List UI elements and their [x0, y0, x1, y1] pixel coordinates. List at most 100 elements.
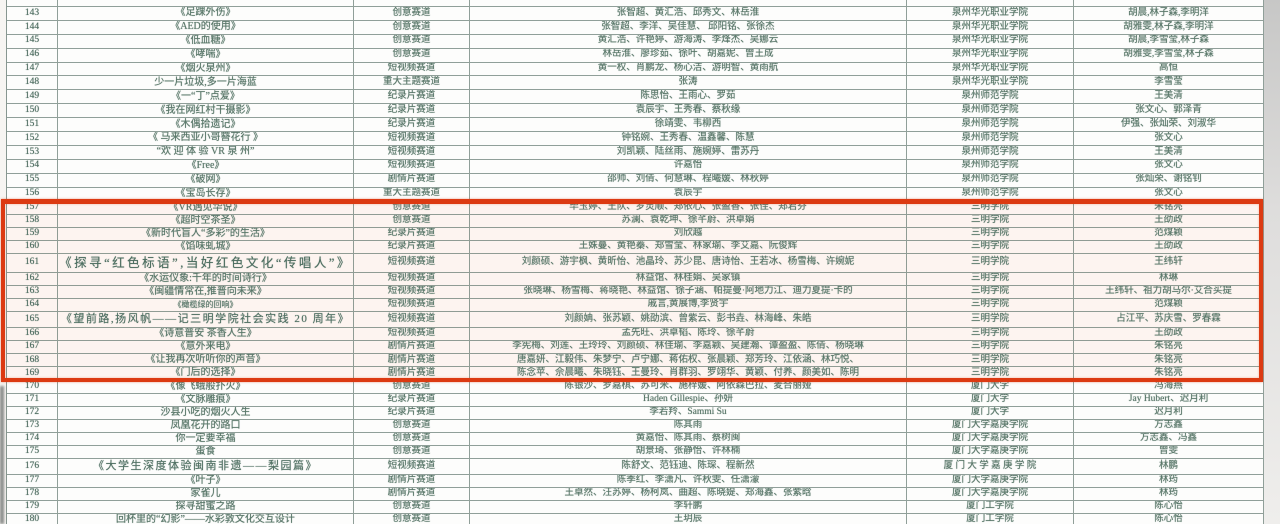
cell-track[interactable]: 纪录片赛道: [354, 393, 470, 406]
cell-no[interactable]: 178: [7, 487, 58, 500]
cell-advisors[interactable]: 胡晨,李雪莹,林子森: [1074, 34, 1264, 48]
cell-school[interactable]: 泉州华光职业学院: [907, 20, 1074, 34]
cell-no[interactable]: 159: [7, 227, 58, 241]
cell-authors[interactable]: 李若羚、Sammi Su: [470, 406, 907, 419]
cell-advisors[interactable]: 迟月利: [1074, 406, 1264, 419]
cell-track[interactable]: 短视频赛道: [354, 272, 470, 285]
cell-authors[interactable]: 陈念苹、佘晨曦、朱晓钰、王曼玲、肖群羽、罗翊华、黄颖、付养、颜美如、陈明: [470, 367, 907, 380]
cell-track[interactable]: 短视频赛道: [354, 145, 470, 159]
cell-track[interactable]: 剧情片赛道: [354, 354, 470, 367]
cell-advisors[interactable]: 王纬轩、祖力胡马尔·艾合买提: [1074, 285, 1264, 299]
cell-advisors[interactable]: 林鹏: [1074, 459, 1264, 474]
cell-no[interactable]: 180: [7, 513, 58, 524]
cell-title[interactable]: 《水运仪象:千年的时间诗行》: [58, 272, 354, 285]
cell-school[interactable]: 厦门大学嘉庚学院: [907, 446, 1074, 459]
cell-authors[interactable]: 陈思怡、王雨心、罗茹: [470, 90, 907, 104]
cell-advisors[interactable]: 林筠: [1074, 487, 1264, 500]
cell-advisors[interactable]: 冯海燕: [1074, 380, 1264, 393]
cell-no[interactable]: 171: [7, 393, 58, 406]
cell-authors[interactable]: 孟先旺、洪卓韬、陈玲、徐芊蔚: [470, 327, 907, 340]
cell-authors[interactable]: 林岳淮、廖珍茹、徐叶、胡嘉妮、曾王成: [470, 48, 907, 62]
cell-no[interactable]: 147: [7, 62, 58, 76]
cell-track[interactable]: 重大主题赛道: [354, 187, 470, 201]
cell-no[interactable]: 162: [7, 272, 58, 285]
cell-advisors[interactable]: 方志鑫: [1074, 419, 1264, 432]
cell-title[interactable]: 《望前路,扬风帆——记三明学院社会实践 20 周年》: [58, 312, 354, 327]
cell-authors[interactable]: 黄嘉怡、陈其雨、蔡树闽: [470, 432, 907, 445]
cell-advisors[interactable]: 李雪莹: [1074, 76, 1264, 90]
cell-school[interactable]: 泉州华光职业学院: [907, 76, 1074, 90]
cell-track[interactable]: 短视频赛道: [354, 62, 470, 76]
cell-title[interactable]: 《一“丁”点爱》: [58, 90, 354, 104]
cell-track[interactable]: 纪录片赛道: [354, 227, 470, 241]
cell-advisors[interactable]: 林琳: [1074, 272, 1264, 285]
cell-no[interactable]: 154: [7, 159, 58, 173]
cell-track[interactable]: 创意赛道: [354, 419, 470, 432]
cell-authors[interactable]: 张晓琳、杨雪梅、蒋晓艳、林益馆、徐子涵、帕提曼·阿地力江、迪力夏提·卡的: [470, 285, 907, 299]
cell-no[interactable]: 148: [7, 76, 58, 90]
cell-school[interactable]: 三明学院: [907, 272, 1074, 285]
cell-authors[interactable]: 刘颜硕、游宇枫、黄昕怡、池晶玲、苏少昆、唐诗怡、王若冰、杨雪梅、许婉妮: [470, 254, 907, 272]
cell-title[interactable]: 《AED的使用》: [58, 20, 354, 34]
cell-track[interactable]: 创意赛道: [354, 20, 470, 34]
cell-no[interactable]: 168: [7, 354, 58, 367]
cell-authors[interactable]: 张智超、李洋、吴佳慧、 邱阳铭、张徐杰: [470, 20, 907, 34]
cell-authors[interactable]: 唐嘉妍、江毅伟、朱梦宁、卢宁娜、蒋佑权、张晨颖、郑芳玲、江依涵、林巧悦、: [470, 354, 907, 367]
cell-title[interactable]: 《VR遇见华说》: [58, 201, 354, 214]
cell-track[interactable]: 创意赛道: [354, 446, 470, 459]
cell-track[interactable]: 创意赛道: [354, 48, 470, 62]
cell-title[interactable]: 《像飞蛾般扑火》: [58, 380, 354, 393]
cell-authors[interactable]: 李轩鹏: [470, 500, 907, 513]
cell-title[interactable]: 《烟火泉州》: [58, 62, 354, 76]
cell-advisors[interactable]: 张文心: [1074, 187, 1264, 201]
cell-title[interactable]: 《大学生深度体验闽南非遗——梨园篇》: [58, 459, 354, 474]
cell-track[interactable]: 创意赛道: [354, 34, 470, 48]
cell-no[interactable]: [7, 0, 58, 6]
cell-no[interactable]: 144: [7, 20, 58, 34]
cell-school[interactable]: 三明学院: [907, 367, 1074, 380]
cell-no[interactable]: 158: [7, 214, 58, 227]
cell-authors[interactable]: [470, 0, 907, 6]
cell-no[interactable]: 165: [7, 312, 58, 327]
cell-advisors[interactable]: 高恒: [1074, 62, 1264, 76]
cell-title[interactable]: 《馅味虬城》: [58, 241, 354, 254]
cell-advisors[interactable]: 张文心、郭泽青: [1074, 104, 1264, 118]
cell-no[interactable]: 146: [7, 48, 58, 62]
cell-authors[interactable]: 邵帅、刘倩、何慧琳、程曦媛、林秋婷: [470, 173, 907, 187]
cell-advisors[interactable]: 曾雯: [1074, 446, 1264, 459]
cell-school[interactable]: 三明学院: [907, 214, 1074, 227]
cell-title[interactable]: 少一片垃圾,多一片海蓝: [58, 76, 354, 90]
cell-advisors[interactable]: 朱铭亮: [1074, 201, 1264, 214]
cell-title[interactable]: 《诗意普安 茶香人生》: [58, 327, 354, 340]
cell-track[interactable]: 创意赛道: [354, 500, 470, 513]
cell-title[interactable]: 《门后的选择》: [58, 367, 354, 380]
cell-school[interactable]: 厦门工学院: [907, 513, 1074, 524]
cell-school[interactable]: 泉州师范学院: [907, 187, 1074, 201]
cell-authors[interactable]: 钟铭婉、王秀春、温鑫馨、陈慧: [470, 132, 907, 145]
cell-advisors[interactable]: 伊强、张灿荣、刘淑华: [1074, 118, 1264, 132]
cell-authors[interactable]: 李宪梅、刘莲、王玲玲、刘颜硕、林佳瑜、李嘉颖、吴建瀚、谭盈盈、陈倩、杨晓琳: [470, 340, 907, 354]
cell-authors[interactable]: 戚言,黄展博,李贤宇: [470, 299, 907, 312]
cell-track[interactable]: 创意赛道: [354, 214, 470, 227]
cell-advisors[interactable]: 张文心: [1074, 132, 1264, 145]
cell-no[interactable]: 153: [7, 145, 58, 159]
cell-track[interactable]: 纪录片赛道: [354, 241, 470, 254]
cell-advisors[interactable]: Jay Hubert、迟月利: [1074, 393, 1264, 406]
cell-authors[interactable]: 徐靖雯、韦柳西: [470, 118, 907, 132]
cell-school[interactable]: 三明学院: [907, 285, 1074, 299]
cell-no[interactable]: 143: [7, 7, 58, 20]
cell-title[interactable]: 《叶子》: [58, 474, 354, 487]
cell-title[interactable]: 《宝岛长存》: [58, 187, 354, 201]
cell-advisors[interactable]: 胡雅雯,李雪莹,林子森: [1074, 48, 1264, 62]
cell-school[interactable]: 三明学院: [907, 254, 1074, 272]
cell-authors[interactable]: 张涛: [470, 76, 907, 90]
cell-title[interactable]: 沙县小吃的烟火人生: [58, 406, 354, 419]
cell-school[interactable]: 三明学院: [907, 340, 1074, 354]
cell-authors[interactable]: 林益馆、林桂娟、吴家镇: [470, 272, 907, 285]
cell-advisors[interactable]: 张灿荣、谢铭钊: [1074, 173, 1264, 187]
cell-track[interactable]: 纪录片赛道: [354, 104, 470, 118]
cell-title[interactable]: 《闽疆情常在,推普向未来》: [58, 285, 354, 299]
cell-school[interactable]: 三明学院: [907, 327, 1074, 340]
cell-no[interactable]: 177: [7, 474, 58, 487]
cell-title[interactable]: 《足踝外伤》: [58, 7, 354, 20]
